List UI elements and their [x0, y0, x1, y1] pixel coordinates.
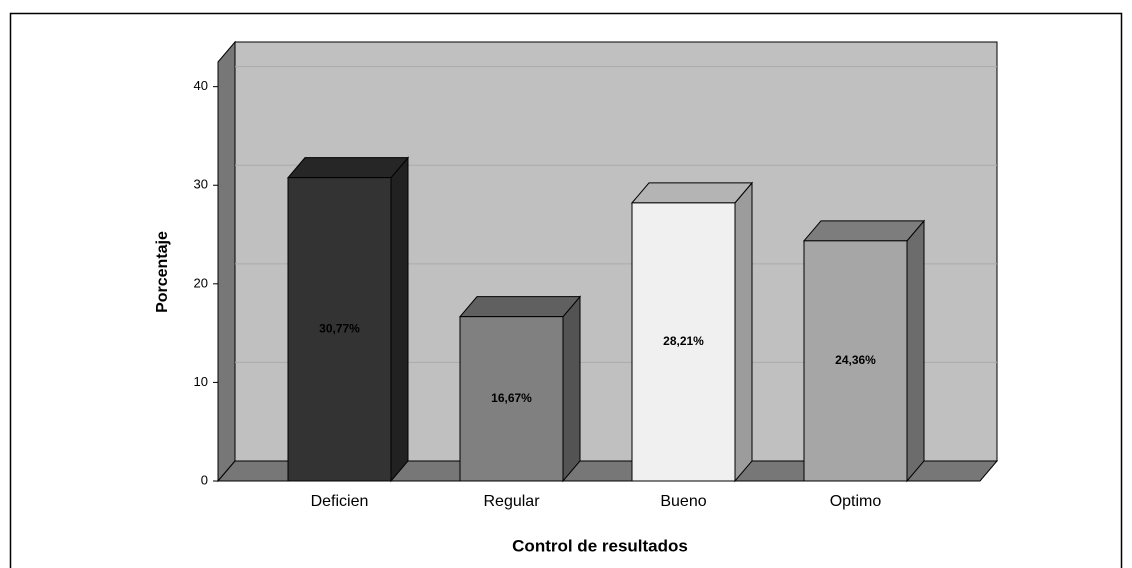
bar-top [286, 157, 410, 179]
bar-top [802, 220, 926, 242]
data-label: 30,77% [319, 321, 360, 335]
y-tick-label: 0 [201, 472, 208, 487]
bar [459, 316, 564, 482]
bar [287, 177, 392, 482]
bar-top [458, 296, 582, 318]
bar-side [562, 295, 581, 483]
x-tick-label: Bueno [660, 493, 706, 510]
bar [803, 240, 908, 482]
y-tick-label: 20 [194, 275, 208, 290]
bar-side [390, 156, 409, 483]
x-tick-label: Deficien [311, 493, 369, 510]
x-tick-label: Regular [483, 493, 540, 510]
bar-side [906, 219, 925, 483]
bar [631, 202, 736, 482]
y-tick-label: 40 [194, 78, 208, 93]
data-label: 24,36% [835, 353, 876, 367]
y-tick-label: 30 [194, 177, 208, 192]
y-tick-label: 10 [194, 374, 208, 389]
x-tick-label: Optimo [830, 493, 882, 510]
x-axis-title: Control de resultados [512, 536, 688, 555]
data-label: 16,67% [491, 391, 532, 405]
bar-top [630, 182, 754, 204]
bar-side [734, 181, 753, 483]
data-label: 28,21% [663, 334, 704, 348]
side-wall [217, 40, 236, 483]
y-axis-title: Porcentaje [154, 231, 171, 313]
